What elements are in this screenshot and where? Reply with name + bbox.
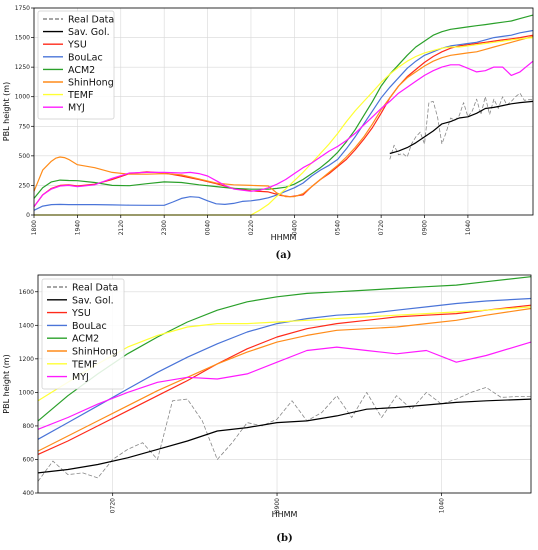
- series-line-real-data: [37, 386, 531, 482]
- panel-caption: (b): [276, 533, 292, 544]
- plot-frame: [37, 274, 532, 494]
- series-line-acm2: [33, 14, 534, 199]
- grid: [33, 7, 533, 216]
- y-axis-label: PBL height (m): [2, 354, 11, 413]
- series-line-ysu: [33, 34, 534, 208]
- x-axis-label: HHMM: [272, 510, 298, 519]
- series-line-ysu: [37, 304, 532, 455]
- x-tick-label: 0540: [335, 220, 342, 235]
- y-tick-label: 1750: [15, 5, 30, 12]
- x-tick-label: 1800: [31, 220, 38, 235]
- y-tick-label: 250: [19, 182, 31, 189]
- x-tick-label: 1040: [438, 498, 445, 513]
- legend-label: MYJ: [68, 103, 85, 114]
- legend-label: BouLac: [72, 321, 107, 332]
- x-axis-label: HHMM: [271, 233, 297, 242]
- legend-label: ShinHong: [68, 78, 114, 89]
- x-tick-label: 2300: [161, 220, 168, 235]
- series-line-shinhong: [33, 35, 534, 198]
- chart-panel-b: 400 600 800 1000 1200 1400 1600 0720 0900 1040 HHM…: [2, 274, 532, 544]
- legend-label: TEMF: [71, 359, 97, 370]
- legend-label: Real Data: [72, 283, 118, 294]
- y-axis-label: PBL height (m): [2, 82, 11, 141]
- series-line-boulac: [37, 297, 532, 440]
- x-tick-label: 0720: [110, 498, 117, 513]
- y-tick-label: 1600: [19, 289, 34, 296]
- y-tick-label: 1200: [19, 356, 34, 363]
- y-tick-label: 1500: [15, 35, 30, 42]
- x-tick-label: 0040: [205, 220, 212, 235]
- y-tick-label: 750: [19, 123, 31, 130]
- series-line-shinhong: [37, 307, 532, 452]
- y-tick-label: 1000: [19, 389, 34, 396]
- series-line-sav-gol-: [37, 398, 532, 474]
- legend-label: MYJ: [72, 372, 89, 383]
- series-line-sav-gol-: [389, 100, 534, 155]
- series-line-myj: [37, 341, 532, 430]
- y-tick-label: 500: [19, 153, 31, 160]
- x-tick-label: 0720: [378, 220, 385, 235]
- series-line-myj: [33, 60, 534, 208]
- y-tick-label: 1000: [15, 94, 30, 101]
- x-tick-label: 0400: [291, 220, 298, 235]
- legend-label: Sav. Gol.: [68, 27, 110, 38]
- y-tick-label: 800: [23, 423, 35, 430]
- legend-label: ACM2: [72, 334, 99, 345]
- series-line-boulac: [33, 29, 534, 211]
- x-tick-label: 2120: [118, 220, 125, 235]
- legend-label: Sav. Gol.: [72, 295, 114, 306]
- panel-caption: (a): [276, 250, 292, 261]
- legend-label: Real Data: [68, 15, 114, 26]
- legend-label: ShinHong: [72, 347, 118, 358]
- legend-label: BouLac: [68, 52, 103, 63]
- legend-box: [41, 278, 125, 390]
- x-tick-label: 1040: [465, 220, 472, 235]
- plot-frame: [33, 7, 534, 216]
- legend-label: YSU: [71, 308, 91, 319]
- legend-label: ACM2: [68, 65, 95, 76]
- legend-label: TEMF: [67, 90, 93, 101]
- x-tick-label: 0220: [248, 220, 255, 235]
- y-tick-label: 0: [26, 212, 30, 219]
- series-line-real-data: [389, 92, 533, 160]
- x-tick-label: 0900: [422, 220, 429, 235]
- chart-panel-a: 0 250 500 750 1000 1250 1500 1750 1800 1940 2120 23…: [2, 5, 534, 261]
- legend-label: YSU: [67, 40, 87, 51]
- x-tick-label: 0900: [274, 498, 281, 513]
- x-tick-label: 1940: [74, 220, 81, 235]
- legend-box: [37, 10, 115, 120]
- y-tick-label: 400: [23, 490, 35, 497]
- y-tick-label: 600: [23, 456, 35, 463]
- y-tick-label: 1400: [19, 322, 34, 329]
- y-tick-label: 1250: [15, 64, 30, 71]
